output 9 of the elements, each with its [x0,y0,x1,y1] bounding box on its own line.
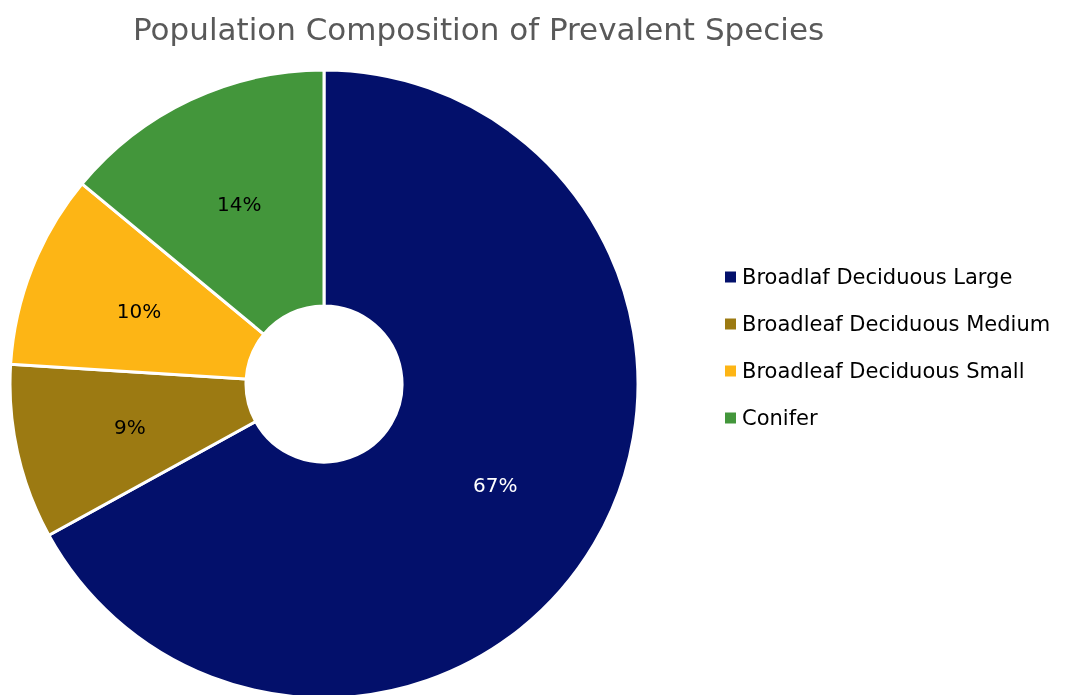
data-label: 67% [473,473,518,498]
legend-label: Broadleaf Deciduous Medium [742,312,1051,336]
legend-label: Broadleaf Deciduous Small [742,359,1025,383]
legend-label: Broadlaf Deciduous Large [742,265,1013,289]
data-label: 10% [116,298,162,323]
chart-title: Population Composition of Prevalent Species [133,10,825,47]
data-label: 14% [217,191,262,216]
legend-label: Conifer [742,406,818,430]
data-label: 9% [113,415,146,440]
